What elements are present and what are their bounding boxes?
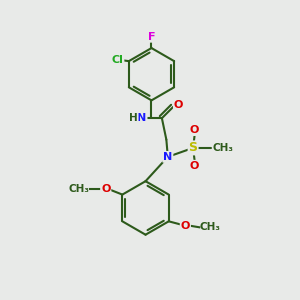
Text: Cl: Cl xyxy=(112,55,124,64)
Text: O: O xyxy=(174,100,183,110)
Text: O: O xyxy=(190,161,199,171)
Text: O: O xyxy=(181,221,190,231)
Text: CH₃: CH₃ xyxy=(200,222,221,232)
Text: N: N xyxy=(163,152,172,162)
Text: S: S xyxy=(189,141,198,154)
Text: O: O xyxy=(190,125,199,135)
Text: H: H xyxy=(129,113,138,123)
Text: O: O xyxy=(101,184,110,194)
Text: F: F xyxy=(148,32,155,42)
Text: CH₃: CH₃ xyxy=(212,143,233,153)
Text: CH₃: CH₃ xyxy=(69,184,90,194)
Text: N: N xyxy=(137,113,147,123)
